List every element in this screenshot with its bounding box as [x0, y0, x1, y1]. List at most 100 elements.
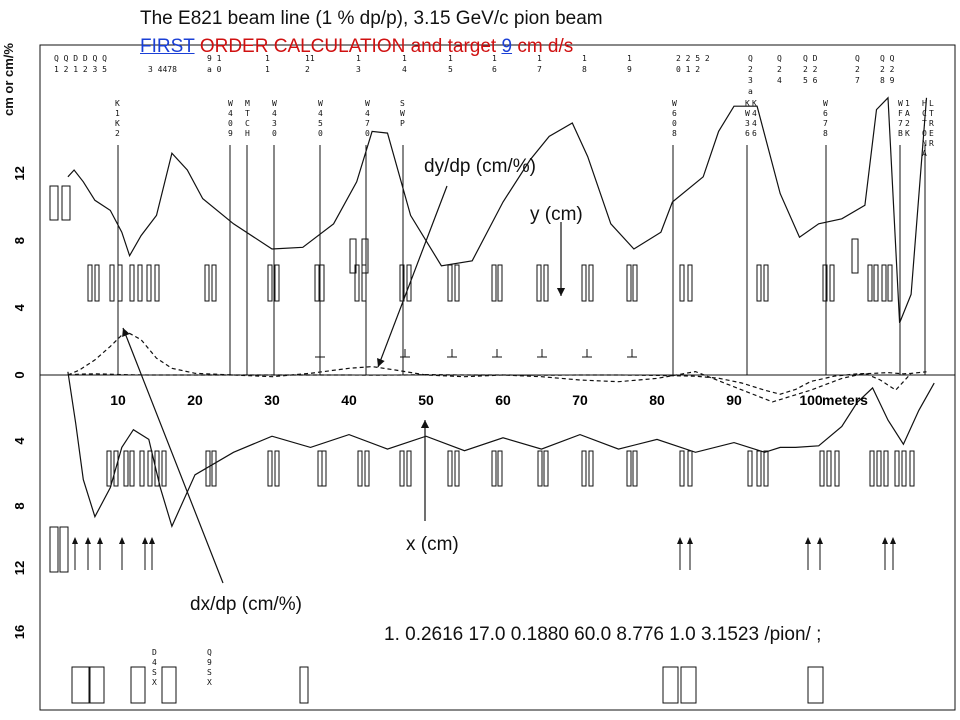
quad-symbol-upper: [581, 264, 587, 302]
element-label-vertical: 1: [115, 109, 120, 118]
dipole-box: [680, 666, 697, 704]
element-label-top: 1: [265, 65, 270, 74]
quad-symbol-upper: [536, 264, 542, 302]
subtitle-target-link[interactable]: 9: [501, 36, 513, 57]
element-label-bottom: S: [207, 668, 212, 677]
axis-marker: [447, 349, 457, 358]
quad-symbol-upper: [109, 264, 115, 302]
y-tick-lower: 12: [12, 561, 27, 575]
magnet-box: [61, 185, 71, 221]
element-label-vertical: W: [228, 99, 233, 108]
magnet-box: [349, 238, 357, 274]
dipole-box: [130, 666, 146, 704]
axis-marker: [537, 349, 547, 358]
quad-symbol-lower: [161, 450, 167, 487]
element-label-vertical: O: [922, 129, 927, 138]
element-label-vertical: 4: [318, 109, 323, 118]
quad-symbol-lower: [632, 450, 638, 487]
element-label-top: 3 4478: [148, 65, 177, 74]
quad-symbol-lower: [139, 450, 145, 487]
chart-title: The E821 beam line (1 % dp/p), 3.15 GeV/…: [140, 8, 603, 29]
quad-symbol-upper: [137, 264, 143, 302]
axis-marker: [315, 349, 325, 358]
element-label-vertical: 8: [672, 129, 677, 138]
quad-symbol-lower: [129, 450, 135, 487]
quad-symbol-lower: [447, 450, 453, 487]
curve-y: [67, 96, 928, 324]
element-label-top: 1: [265, 54, 270, 63]
y-tick-lower: 4: [12, 437, 27, 445]
element-label-top: 4: [402, 65, 407, 74]
x-tick-label: 80: [649, 392, 665, 408]
dipole-box: [807, 666, 824, 704]
aperture-arrow-head: [119, 537, 125, 544]
element-label-top: 1: [492, 54, 497, 63]
dipole-box: [662, 666, 679, 704]
quad-symbol-upper: [867, 264, 873, 302]
aperture-arrow-head: [142, 537, 148, 544]
footer-parameters: 1. 0.2616 17.0 0.1880 60.0 8.776 1.0 3.1…: [384, 624, 822, 645]
element-label-top: 1: [356, 54, 361, 63]
quad-symbol-upper: [873, 264, 879, 302]
quad-symbol-upper: [399, 264, 405, 302]
element-label-vertical: 2: [115, 129, 120, 138]
element-label-vertical: 5: [318, 119, 323, 128]
quad-symbol-lower: [106, 450, 112, 487]
plot-border: [39, 44, 956, 711]
quad-symbol-lower: [687, 450, 693, 487]
element-label-vertical: F: [898, 109, 903, 118]
element-label-vertical: R: [929, 119, 934, 128]
quad-symbol-lower: [123, 450, 129, 487]
quad-symbol-lower: [491, 450, 497, 487]
quad-symbol-upper: [87, 264, 93, 302]
axis-marker: [582, 349, 592, 358]
y-tick-upper: 8: [12, 237, 27, 244]
element-label-vertical: W: [272, 99, 277, 108]
quad-symbol-lower: [909, 450, 915, 487]
quad-symbol-lower: [399, 450, 405, 487]
x-tick-label: 70: [572, 392, 588, 408]
quad-symbol-upper: [588, 264, 594, 302]
quad-symbol-lower: [626, 450, 632, 487]
element-label-top: a: [748, 87, 753, 96]
y-tick-lower: 8: [12, 502, 27, 509]
quad-symbol-upper: [204, 264, 210, 302]
quad-symbol-lower: [147, 450, 153, 487]
quad-symbol-lower: [317, 450, 323, 487]
element-label-vertical: 3: [745, 119, 750, 128]
element-label-vertical: 0: [272, 129, 277, 138]
element-label-vertical: 3: [272, 119, 277, 128]
quad-symbol-upper: [211, 264, 217, 302]
quad-symbol-upper: [829, 264, 835, 302]
quad-symbol-upper: [881, 264, 887, 302]
quad-symbol-lower: [756, 450, 762, 487]
pointer-x-head: [420, 420, 430, 429]
element-label-top: 2: [855, 65, 860, 74]
element-label-vertical: K: [115, 119, 120, 128]
element-label-vertical: K: [752, 99, 757, 108]
quad-symbol-lower: [747, 450, 753, 487]
x-tick-label: 100: [799, 392, 823, 408]
quad-symbol-lower: [154, 450, 160, 487]
quad-symbol-lower: [406, 450, 412, 487]
element-label-vertical: 6: [672, 109, 677, 118]
aperture-arrow-head: [85, 537, 91, 544]
element-label-top: 2 2: [803, 65, 818, 74]
dipole-box: [161, 666, 177, 704]
quad-symbol-upper: [632, 264, 638, 302]
quad-symbol-upper: [679, 264, 685, 302]
quad-symbol-upper: [354, 264, 360, 302]
element-label-top: 8: [582, 65, 587, 74]
axis-ticks: 0 4 8 12 4 8 12 16 10 20 30 40 50 60 70 80 90 100 meters: [12, 166, 868, 639]
subtitle-end: cm d/s: [512, 36, 574, 57]
element-label-bottom: D: [152, 648, 157, 657]
element-label-top: 7: [855, 76, 860, 85]
aperture-arrow-head: [890, 537, 896, 544]
dipole-box: [299, 666, 309, 704]
label-dy-dp: dy/dp (cm/%): [424, 156, 536, 177]
quad-symbol-upper: [117, 264, 123, 302]
quad-symbol-lower: [894, 450, 900, 487]
subtitle-first-link[interactable]: FIRST: [140, 36, 195, 57]
element-label-top: 2 2: [880, 65, 895, 74]
element-label-vertical: 7: [898, 119, 903, 128]
